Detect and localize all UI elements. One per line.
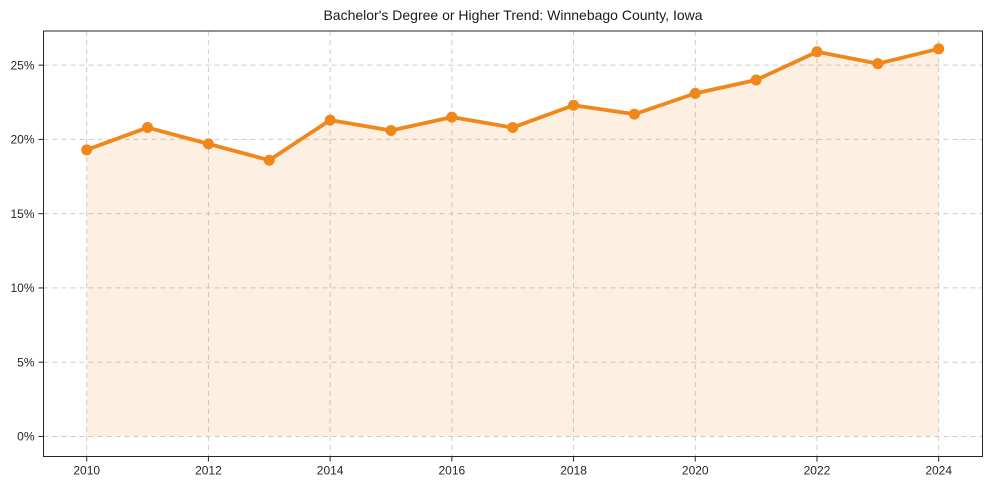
data-point-marker	[81, 144, 93, 156]
data-point-marker	[507, 122, 519, 134]
plot-border	[43, 30, 983, 457]
data-point-marker	[446, 111, 458, 123]
chart-title: Bachelor's Degree or Higher Trend: Winne…	[323, 7, 702, 23]
x-tick-label: 2024	[925, 464, 952, 478]
x-tick-label: 2020	[682, 464, 709, 478]
data-point-marker	[263, 154, 275, 166]
y-tick-label: 10%	[10, 281, 34, 295]
y-tick-label: 15%	[10, 207, 34, 221]
data-point-marker	[933, 43, 945, 55]
y-tick-label: 0%	[17, 430, 35, 444]
x-tick-label: 2016	[438, 464, 465, 478]
data-point-marker	[750, 74, 762, 86]
x-tick-label: 2010	[73, 464, 100, 478]
data-point-marker	[872, 58, 884, 70]
data-point-marker	[324, 114, 336, 126]
data-point-marker	[202, 138, 214, 150]
x-tick-label: 2014	[317, 464, 344, 478]
data-point-marker	[568, 99, 580, 111]
x-tick-label: 2012	[195, 464, 222, 478]
data-point-marker	[628, 108, 640, 120]
data-point-marker	[689, 87, 701, 99]
area-fill	[86, 48, 939, 437]
x-tick-label: 2022	[804, 464, 831, 478]
data-point-marker	[811, 46, 823, 58]
x-tick-label: 2018	[560, 464, 587, 478]
y-tick-label: 25%	[10, 58, 34, 72]
y-tick-label: 5%	[17, 355, 35, 369]
data-point-marker	[142, 122, 154, 134]
y-tick-label: 20%	[10, 133, 34, 147]
data-point-marker	[385, 125, 397, 137]
